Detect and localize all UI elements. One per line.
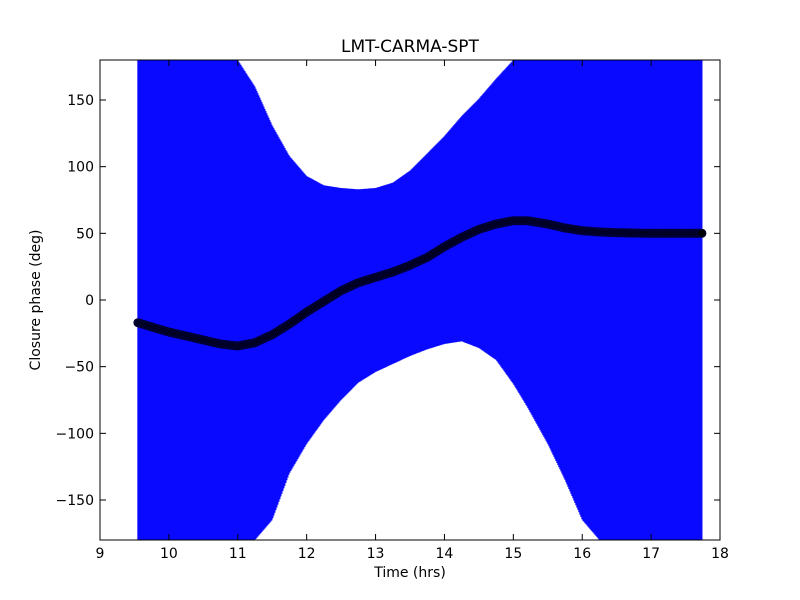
x-tick-label: 11: [229, 546, 247, 562]
y-tick-label: 150: [67, 93, 94, 109]
x-tick-label: 16: [573, 546, 591, 562]
x-tick-label: 17: [642, 546, 660, 562]
x-tick-label: 9: [96, 546, 105, 562]
x-axis: 9 10 11 12 13 14 15 16 17 18: [96, 60, 729, 562]
x-tick-label: 14: [436, 546, 454, 562]
data-point: [697, 228, 707, 238]
x-tick-label: 10: [160, 546, 178, 562]
x-tick-label: 15: [504, 546, 522, 562]
y-axis: −150 −100 −50 0 50 100 150: [56, 93, 720, 509]
y-tick-label: 50: [76, 226, 94, 242]
y-tick-label: −150: [56, 493, 94, 509]
x-tick-label: 13: [367, 546, 385, 562]
chart-title: LMT-CARMA-SPT: [341, 37, 480, 57]
error-bars: [137, 60, 703, 540]
y-axis-label: Closure phase (deg): [28, 230, 44, 371]
x-tick-label: 12: [298, 546, 316, 562]
data-markers: [133, 216, 707, 351]
y-tick-label: 100: [67, 160, 94, 176]
y-tick-label: −50: [64, 360, 94, 376]
y-tick-label: 0: [85, 293, 94, 309]
x-axis-label: Time (hrs): [373, 565, 446, 581]
y-tick-label: −100: [56, 426, 94, 442]
x-tick-label: 18: [711, 546, 729, 562]
